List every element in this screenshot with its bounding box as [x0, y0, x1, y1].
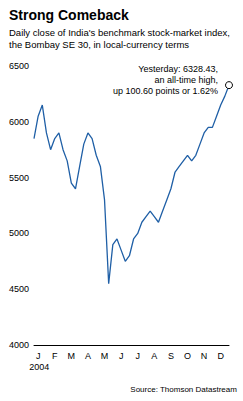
- svg-text:A: A: [85, 351, 91, 361]
- svg-text:Yesterday: 6328.43,: Yesterday: 6328.43,: [138, 64, 218, 74]
- svg-text:Strong Comeback: Strong Comeback: [9, 7, 129, 23]
- svg-text:J: J: [135, 351, 140, 361]
- svg-text:N: N: [201, 351, 208, 361]
- svg-text:the Bombay SE 30, in local-cur: the Bombay SE 30, in local-currency term…: [9, 39, 189, 50]
- svg-text:F: F: [52, 351, 58, 361]
- svg-text:6000: 6000: [9, 117, 29, 127]
- svg-text:M: M: [68, 351, 76, 361]
- svg-text:J: J: [119, 351, 124, 361]
- svg-text:2004: 2004: [29, 362, 49, 372]
- svg-text:A: A: [151, 351, 157, 361]
- svg-text:Daily close of India's benchma: Daily close of India's benchmark stock-m…: [9, 27, 233, 38]
- svg-text:5000: 5000: [9, 228, 29, 238]
- svg-text:up 100.60 points or 1.62%: up 100.60 points or 1.62%: [113, 86, 218, 96]
- svg-text:Source: Thomson Datastream: Source: Thomson Datastream: [130, 385, 237, 394]
- svg-text:O: O: [184, 351, 191, 361]
- svg-text:6500: 6500: [9, 61, 29, 71]
- svg-text:M: M: [101, 351, 109, 361]
- svg-text:an all-time high,: an all-time high,: [154, 75, 218, 85]
- svg-text:S: S: [168, 351, 174, 361]
- svg-text:4000: 4000: [9, 340, 29, 350]
- svg-text:D: D: [217, 351, 224, 361]
- svg-text:5500: 5500: [9, 173, 29, 183]
- svg-text:J: J: [36, 351, 41, 361]
- svg-text:4500: 4500: [9, 284, 29, 294]
